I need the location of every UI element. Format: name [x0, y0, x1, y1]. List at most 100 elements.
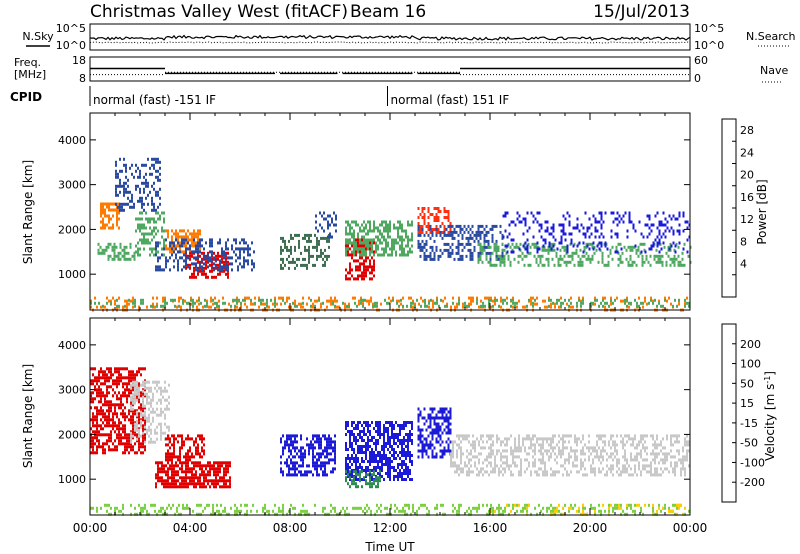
heatmap-cell-0	[106, 421, 108, 425]
heatmap-cell-8	[524, 446, 526, 450]
heatmap-cell-0	[102, 391, 104, 395]
heatmap-cell-15	[132, 305, 134, 309]
heatmap-cell-6	[157, 244, 159, 248]
heatmap-cell-8	[327, 235, 329, 239]
heatmap-cell-6	[377, 485, 379, 489]
heatmap-cell-5	[367, 430, 369, 433]
heatmap-cell-7	[316, 245, 318, 249]
heatmap-cell-9	[365, 265, 367, 269]
heatmap-cell-9	[369, 241, 371, 245]
heatmap-cell-6	[187, 247, 189, 251]
heatmap-cell-6	[371, 485, 373, 489]
heatmap-cell-0	[122, 409, 124, 413]
heatmap-cell-7	[439, 443, 442, 447]
heatmap-cell-15	[298, 302, 300, 306]
heatmap-cell-4	[280, 470, 282, 474]
heatmap-cell-1	[142, 380, 144, 384]
heatmap-cell-5	[387, 460, 389, 463]
heatmap-cell-0	[111, 257, 114, 261]
heatmap-cell-2	[217, 470, 219, 474]
heatmap-cell-6	[229, 262, 231, 266]
heatmap-cell-12	[445, 242, 448, 246]
heatmap-cell-2	[181, 479, 183, 483]
heatmap-cell-10	[397, 226, 399, 230]
heatmap-cell-0	[90, 391, 92, 395]
heatmap-cell-10	[363, 238, 365, 242]
heatmap-cell-7	[417, 419, 420, 423]
heatmap-cell-8	[518, 440, 520, 444]
heatmap-cell-5	[407, 475, 409, 478]
heatmap-cell-5	[405, 457, 407, 460]
heatmap-cell-6	[239, 256, 241, 260]
heatmap-cell-5	[357, 469, 359, 472]
heatmap-cell-0	[113, 254, 116, 258]
heatmap-cell-12	[481, 224, 484, 228]
heatmap-cell-2	[179, 467, 181, 471]
heatmap-cell-0	[111, 248, 114, 252]
heatmap-cell-2	[219, 464, 221, 468]
heatmap-cell-5	[379, 460, 381, 463]
heatmap-cell-5	[367, 445, 369, 448]
heatmap-cell-7	[447, 431, 450, 435]
heatmap-cell-7	[314, 245, 316, 249]
heatmap-cell-12	[439, 254, 442, 258]
heatmap-cell-0	[90, 394, 92, 398]
heatmap-cell-13	[637, 254, 640, 258]
heatmap-cell-0	[90, 445, 92, 449]
heatmap-cell-4	[292, 455, 294, 459]
heatmap-cell-13	[513, 257, 516, 261]
heatmap-cell-2	[197, 482, 199, 486]
heatmap-cell-12	[431, 257, 434, 261]
heatmap-cell-2	[125, 166, 127, 170]
heatmap-cell-7	[322, 251, 324, 255]
heatmap-cell-1	[138, 434, 140, 438]
heatmap-cell-6	[197, 268, 199, 272]
heatmap-cell-12	[439, 230, 442, 234]
heatmap-cell-4	[316, 473, 318, 477]
heatmap-cell-13	[577, 254, 580, 258]
heatmap-cell-10	[345, 229, 347, 233]
heatmap-cell-15	[582, 296, 584, 300]
heatmap-cell-6	[177, 250, 179, 254]
heatmap-cell-5	[347, 454, 349, 457]
heatmap-cell-0	[122, 382, 124, 386]
heatmap-cell-1	[146, 395, 148, 399]
heatmap-cell-7	[429, 425, 432, 429]
heatmap-cell-5	[389, 460, 391, 463]
heatmap-cell-16	[282, 298, 284, 302]
heatmap-cell-6	[243, 259, 245, 263]
heatmap-cell-0	[120, 442, 122, 446]
heatmap-cell-2	[193, 482, 195, 486]
heatmap-cell-5	[197, 254, 199, 258]
heatmap-cell-0	[101, 248, 104, 252]
heatmap-cell-13	[611, 257, 614, 261]
heatmap-cell-15	[480, 299, 482, 303]
heatmap-cell-8	[456, 464, 458, 468]
heatmap-cell-12	[425, 242, 428, 246]
heatmap-cell-6	[171, 241, 173, 245]
heatmap-cell-15	[282, 296, 284, 300]
heatmap-cell-2	[165, 473, 167, 477]
heatmap-cell-14	[564, 238, 567, 242]
heatmap-cell-13	[653, 254, 656, 258]
heatmap-cell-6	[377, 479, 379, 483]
heatmap-cell-13	[489, 260, 492, 264]
heatmap-cell-4	[324, 461, 326, 465]
heatmap-cell-2	[203, 470, 205, 474]
heatmap-cell-8	[518, 437, 520, 441]
heatmap-cell-5	[379, 451, 381, 454]
heatmap-cell-12	[445, 227, 448, 231]
heatmap-cell-8	[500, 455, 502, 459]
heatmap-cell-16	[346, 304, 348, 308]
heatmap-cell-13	[593, 251, 596, 255]
heatmap-cell-3	[151, 217, 153, 221]
heatmap-cell-3	[135, 229, 137, 233]
heatmap-cell-0	[142, 436, 144, 440]
heatmap-cell-7	[447, 410, 450, 414]
heatmap-cell-14	[592, 214, 595, 218]
heatmap-cell-3	[187, 434, 189, 438]
heatmap-cell-3	[181, 434, 183, 438]
heatmap-cell-6	[195, 256, 197, 260]
heatmap-cell-5	[409, 457, 411, 460]
heatmap-cell-12	[443, 248, 446, 252]
